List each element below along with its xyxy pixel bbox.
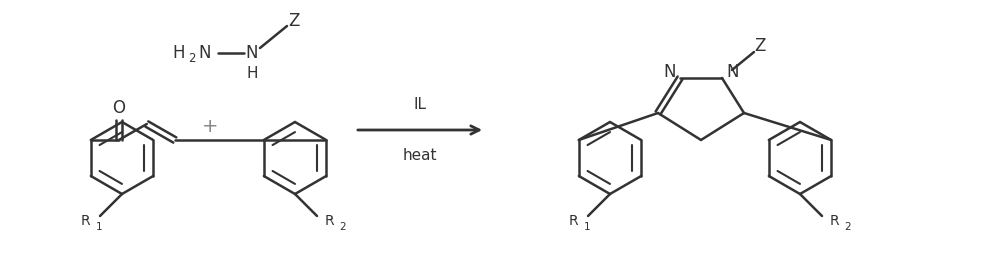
Text: 2: 2 (188, 53, 196, 65)
Text: 1: 1 (96, 222, 103, 232)
Text: N: N (199, 44, 211, 62)
Text: R: R (80, 214, 90, 228)
Text: R: R (325, 214, 335, 228)
Text: N: N (726, 63, 738, 81)
Text: heat: heat (403, 148, 437, 163)
Text: 2: 2 (339, 222, 346, 232)
Text: Z: Z (754, 37, 766, 55)
Text: N: N (664, 63, 676, 81)
Text: Z: Z (288, 12, 300, 30)
Text: 1: 1 (584, 222, 591, 232)
Text: O: O (112, 99, 125, 117)
Text: N: N (246, 44, 258, 62)
Text: 2: 2 (844, 222, 851, 232)
Text: +: + (202, 117, 218, 136)
Text: H: H (173, 44, 185, 62)
Text: R: R (830, 214, 840, 228)
Text: R: R (568, 214, 578, 228)
Text: IL: IL (414, 97, 426, 112)
Text: H: H (246, 65, 258, 80)
